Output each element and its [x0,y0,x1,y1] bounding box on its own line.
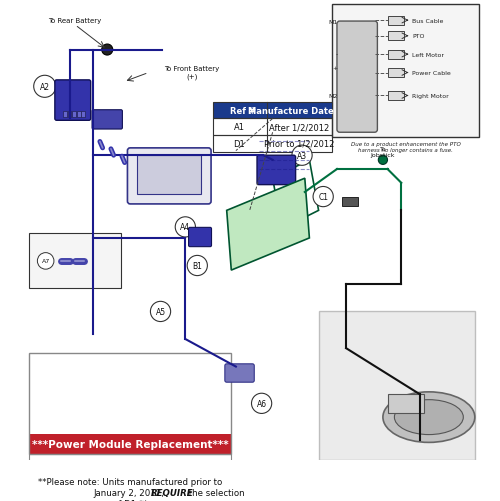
Text: Prior to 1/2/2012: Prior to 1/2/2012 [264,139,334,148]
Text: C1: C1 [318,193,328,202]
Circle shape [292,146,312,166]
Text: Left Motor: Left Motor [412,53,444,58]
Text: REQUIRE: REQUIRE [150,488,193,497]
Bar [29,353,232,454]
Text: To Front Battery
(+): To Front Battery (+) [164,66,220,80]
Bar [388,32,404,41]
Bar [136,156,201,194]
Text: +: + [332,66,338,71]
Circle shape [150,302,171,322]
Text: Ref #: Ref # [230,107,256,115]
Ellipse shape [383,392,475,442]
Circle shape [38,253,54,270]
Text: To Rear Battery: To Rear Battery [48,19,102,25]
Text: January 2, 2012,: January 2, 2012, [94,488,167,497]
FancyBboxPatch shape [257,156,296,185]
Circle shape [187,256,208,276]
Bar [213,136,332,152]
Bar [342,197,358,206]
Bar [29,434,232,454]
Bar [388,51,404,60]
Bar [77,112,80,117]
Text: Power Cable: Power Cable [412,71,451,76]
Text: A7: A7 [42,259,50,264]
Bar [388,394,424,413]
Text: Bus Cable: Bus Cable [412,19,444,24]
Text: A5: A5 [156,307,166,316]
Polygon shape [226,179,310,271]
Bar [29,454,232,501]
Text: After 1/2/2012: After 1/2/2012 [269,123,329,132]
FancyBboxPatch shape [128,149,211,204]
Bar [72,112,76,117]
FancyBboxPatch shape [188,228,212,247]
Text: A2: A2 [40,83,50,92]
Text: of D1.**: of D1.** [113,499,148,501]
Text: ***Power Module Replacement***: ***Power Module Replacement*** [32,439,228,449]
FancyBboxPatch shape [337,22,378,133]
Text: Due to a product enhancement the PTO
harness no longer contains a fuse.: Due to a product enhancement the PTO har… [351,142,461,153]
Circle shape [252,393,272,414]
Text: A6: A6 [256,399,266,408]
FancyBboxPatch shape [225,364,254,382]
Text: PTO: PTO [412,34,425,39]
Text: B1: B1 [192,262,202,271]
Circle shape [378,156,388,165]
Text: M2: M2 [328,94,338,99]
Text: Manufacture Date: Manufacture Date [248,107,334,115]
FancyBboxPatch shape [92,111,122,130]
Polygon shape [318,312,475,460]
Bar [63,112,67,117]
Bar [68,112,71,117]
Circle shape [102,45,112,56]
Text: A1: A1 [234,123,244,132]
Bar [332,5,480,138]
Text: -: - [336,53,338,58]
Bar [29,234,121,289]
Text: Right Motor: Right Motor [412,94,449,99]
Ellipse shape [394,400,464,435]
Bar [213,103,332,119]
Bar [82,112,85,117]
Text: D1: D1 [234,139,245,148]
FancyBboxPatch shape [55,81,90,121]
Bar [388,69,404,78]
Circle shape [34,76,56,98]
Text: To
Jobstick: To Jobstick [370,147,395,157]
Text: A3: A3 [297,151,307,160]
Circle shape [313,187,334,207]
Text: A4: A4 [180,223,190,232]
Bar [213,119,332,136]
Text: **Please note: Units manufactured prior to: **Please note: Units manufactured prior … [38,477,222,486]
Bar [388,17,404,26]
Text: M1: M1 [328,21,338,26]
Text: the selection: the selection [186,488,245,497]
Circle shape [175,217,196,237]
Bar [388,92,404,101]
